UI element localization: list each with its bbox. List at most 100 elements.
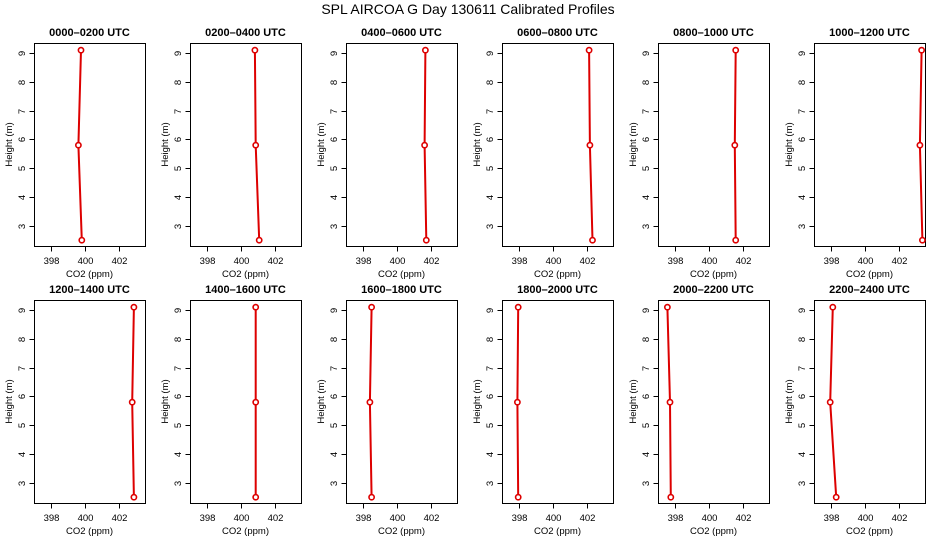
- panel-6: 1000–1200 UTC 398 400 402 3 4 5 6 7 8 9 CO2 (ppm) He…: [784, 27, 926, 280]
- plot-frame: [190, 43, 302, 247]
- panel-title: 1400–1600 UTC: [205, 284, 286, 296]
- data-point: [666, 398, 674, 406]
- y-tick-label: 7: [485, 366, 496, 371]
- y-tick-label: 8: [329, 80, 340, 85]
- y-tick-label: 6: [641, 137, 652, 142]
- x-axis-label: CO2 (ppm): [690, 526, 737, 537]
- data-point: [829, 303, 837, 311]
- x-tick-label: 402: [580, 256, 596, 267]
- data-point: [586, 141, 594, 149]
- panel-10: 1800–2000 UTC 398 400 402 3 4 5 6 7 8 9 CO2 (ppm) He…: [472, 284, 614, 537]
- y-tick-label: 6: [485, 137, 496, 142]
- x-axis-label: CO2 (ppm): [534, 269, 581, 280]
- data-point: [368, 303, 375, 311]
- y-tick-label: 8: [641, 80, 652, 85]
- y-tick-label: 9: [641, 51, 652, 56]
- y-tick-label: 4: [329, 452, 340, 457]
- x-axis-label: CO2 (ppm): [378, 269, 425, 280]
- y-tick-label: 5: [797, 166, 808, 171]
- panel-1: 0000–0200 UTC 398 400 402 3 4 5 6 7 8 9 CO2 (ppm) He…: [4, 27, 146, 280]
- x-tick-label: 398: [200, 256, 216, 267]
- x-tick-label: 400: [78, 256, 94, 267]
- y-tick-label: 4: [641, 452, 652, 457]
- x-tick-label: 400: [702, 256, 718, 267]
- y-axis-label: Height (m): [784, 122, 795, 166]
- x-tick-label: 398: [824, 513, 840, 524]
- y-tick-label: 4: [17, 195, 28, 200]
- y-tick-label: 4: [17, 452, 28, 457]
- y-tick-label: 5: [17, 423, 28, 428]
- data-point: [252, 141, 260, 149]
- y-tick-label: 5: [329, 423, 340, 428]
- y-axis-label: Height (m): [628, 379, 639, 423]
- panel-3: 0400–0600 UTC 398 400 402 3 4 5 6 7 8 9 CO2 (ppm) He…: [316, 27, 458, 280]
- y-tick-label: 6: [329, 394, 340, 399]
- panel-4: 0600–0800 UTC 398 400 402 3 4 5 6 7 8 9 CO2 (ppm) He…: [472, 27, 614, 280]
- data-point: [514, 303, 522, 311]
- y-tick-label: 6: [797, 137, 808, 142]
- y-tick-label: 4: [641, 195, 652, 200]
- x-tick-label: 400: [234, 256, 250, 267]
- y-tick-label: 3: [797, 481, 808, 486]
- y-tick-label: 3: [797, 224, 808, 229]
- y-tick-label: 6: [173, 394, 184, 399]
- panel-title: 0200–0400 UTC: [205, 27, 286, 39]
- y-tick-label: 5: [17, 166, 28, 171]
- y-tick-label: 5: [173, 166, 184, 171]
- x-tick-label: 402: [892, 256, 908, 267]
- x-tick-label: 402: [424, 256, 440, 267]
- y-tick-label: 8: [485, 80, 496, 85]
- data-point: [664, 303, 671, 311]
- x-axis-label: CO2 (ppm): [846, 269, 893, 280]
- x-axis-label: CO2 (ppm): [66, 269, 113, 280]
- data-point: [130, 303, 138, 311]
- y-tick-label: 7: [329, 366, 340, 371]
- y-axis-label: Height (m): [160, 379, 171, 423]
- x-tick-label: 400: [858, 513, 874, 524]
- x-tick-label: 402: [268, 256, 284, 267]
- y-tick-label: 9: [485, 308, 496, 313]
- y-axis-label: Height (m): [628, 122, 639, 166]
- y-tick-label: 7: [641, 366, 652, 371]
- data-point: [77, 46, 85, 54]
- x-tick-label: 400: [546, 513, 562, 524]
- y-tick-label: 5: [641, 423, 652, 428]
- x-tick-label: 400: [390, 256, 406, 267]
- y-tick-label: 8: [641, 337, 652, 342]
- y-tick-label: 7: [173, 366, 184, 371]
- x-tick-label: 398: [668, 513, 684, 524]
- y-tick-label: 4: [329, 195, 340, 200]
- data-point: [514, 493, 522, 501]
- panel-title: 1000–1200 UTC: [829, 27, 910, 39]
- panel-title: 0800–1000 UTC: [673, 27, 754, 39]
- y-tick-label: 3: [173, 224, 184, 229]
- y-tick-label: 5: [485, 166, 496, 171]
- panel-title: 0600–0800 UTC: [517, 27, 598, 39]
- x-tick-label: 402: [892, 513, 908, 524]
- plot-frame: [658, 300, 770, 504]
- panel-title: 2200–2400 UTC: [829, 284, 910, 296]
- y-tick-label: 3: [17, 481, 28, 486]
- x-tick-label: 398: [512, 513, 528, 524]
- y-tick-label: 9: [173, 308, 184, 313]
- x-tick-label: 398: [200, 513, 216, 524]
- y-tick-label: 6: [797, 394, 808, 399]
- y-tick-label: 5: [485, 423, 496, 428]
- y-tick-label: 6: [485, 394, 496, 399]
- y-tick-label: 7: [17, 366, 28, 371]
- x-tick-label: 402: [112, 513, 128, 524]
- x-axis-label: CO2 (ppm): [222, 526, 269, 537]
- y-tick-label: 9: [797, 308, 808, 313]
- x-tick-label: 398: [356, 256, 372, 267]
- y-tick-label: 9: [173, 51, 184, 56]
- data-point: [514, 398, 521, 406]
- data-point: [732, 236, 740, 244]
- panel-9: 1600–1800 UTC 398 400 402 3 4 5 6 7 8 9 CO2 (ppm) He…: [316, 284, 458, 537]
- y-tick-label: 7: [173, 109, 184, 114]
- y-tick-label: 6: [641, 394, 652, 399]
- y-tick-label: 4: [173, 452, 184, 457]
- y-tick-label: 3: [17, 224, 28, 229]
- data-point: [128, 398, 136, 406]
- y-tick-label: 5: [641, 166, 652, 171]
